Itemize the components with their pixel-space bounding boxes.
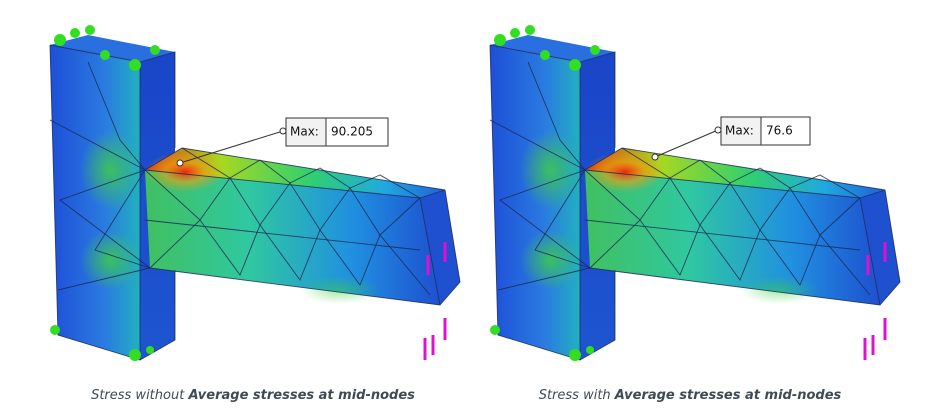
caption-emphasis: Average stresses at mid-nodes bbox=[614, 388, 842, 403]
caption-prefix: Stress with bbox=[539, 388, 615, 403]
max-value: 76.6 bbox=[766, 124, 793, 138]
caption: Stress without Average stresses at mid-n… bbox=[91, 388, 415, 403]
leader-line bbox=[179, 130, 284, 164]
probe-point bbox=[651, 153, 659, 161]
max-value: 90.205 bbox=[331, 125, 373, 139]
model-render bbox=[48, 23, 462, 363]
max-label-box bbox=[720, 116, 762, 146]
caption-prefix: Stress without bbox=[91, 388, 188, 403]
model-render bbox=[488, 23, 902, 363]
max-value-box bbox=[760, 116, 811, 146]
max-label: Max: bbox=[290, 125, 319, 139]
caption: Stress with Average stresses at mid-node… bbox=[539, 388, 842, 403]
max-label: Max: bbox=[725, 124, 754, 138]
leader-line bbox=[654, 129, 719, 158]
max-value-box bbox=[325, 117, 389, 147]
probe-point bbox=[176, 159, 184, 167]
probe-point bbox=[279, 127, 287, 135]
caption-emphasis: Average stresses at mid-nodes bbox=[187, 388, 415, 403]
probe-point bbox=[714, 126, 722, 134]
